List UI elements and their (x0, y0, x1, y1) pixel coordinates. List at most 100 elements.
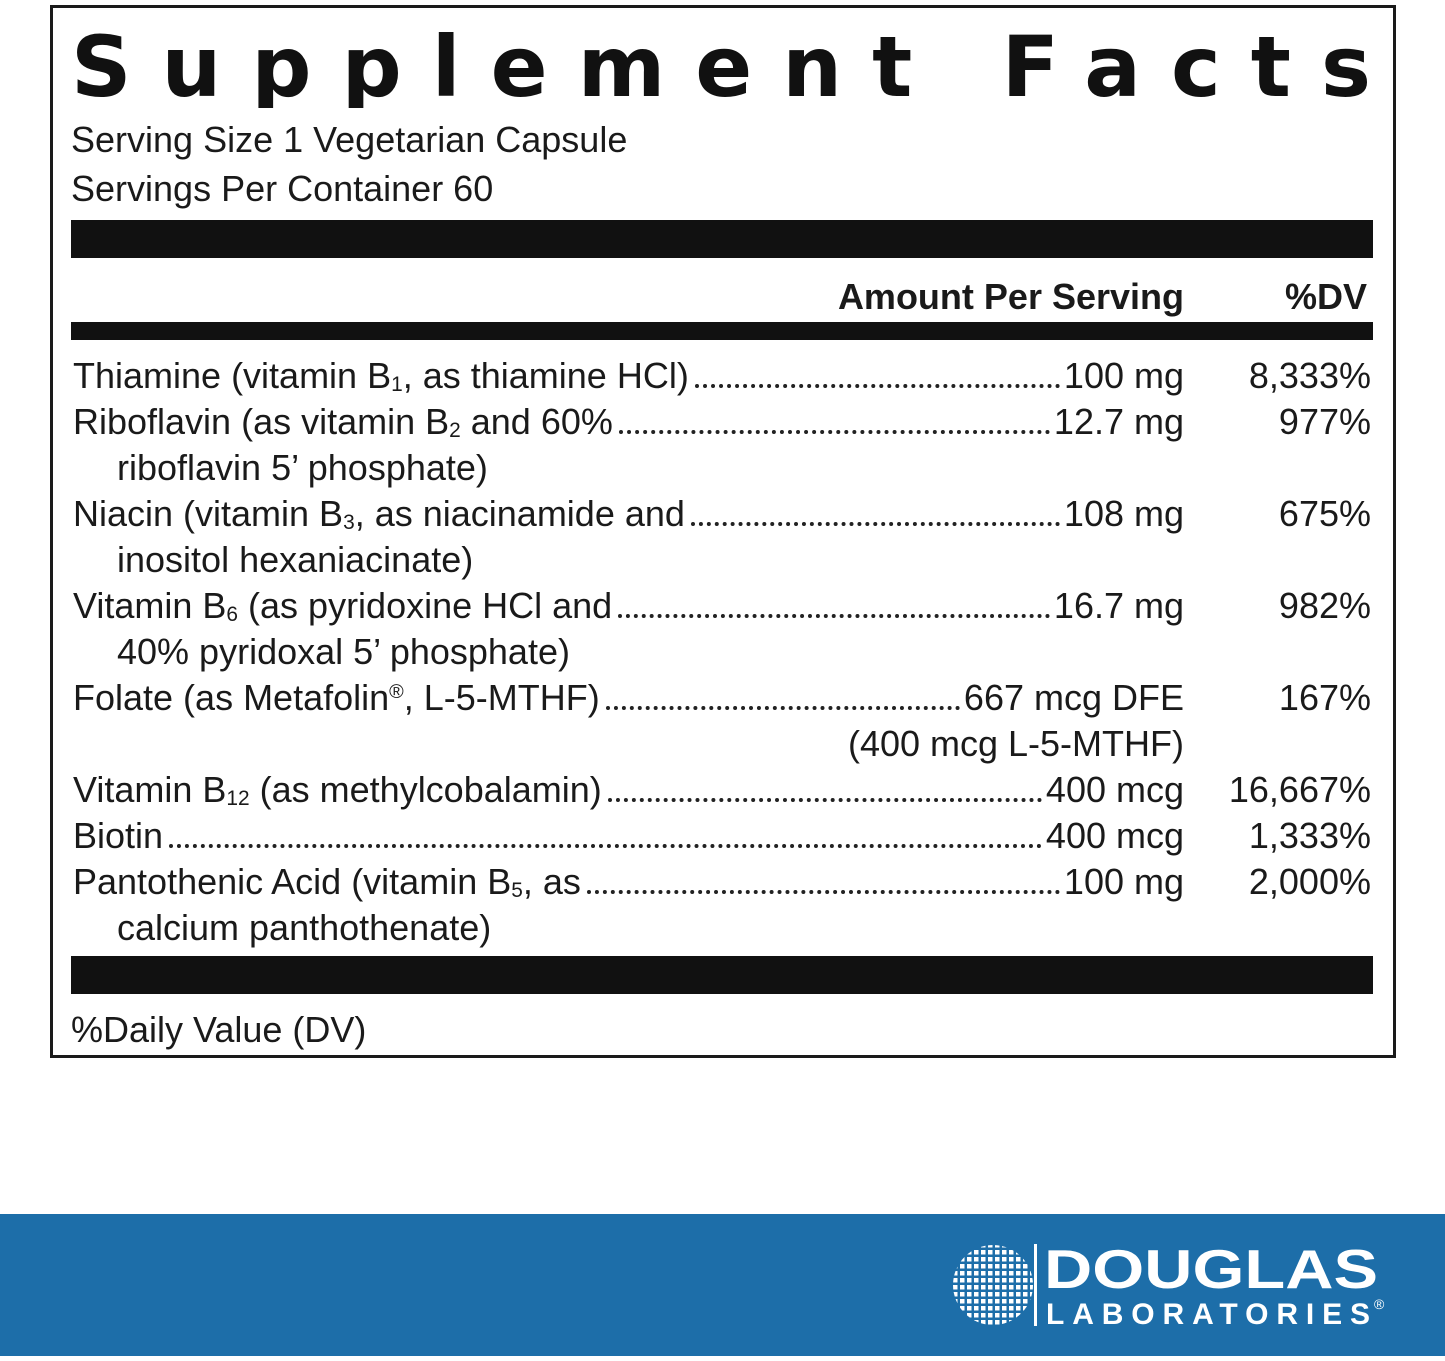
registered-mark: ® (1374, 1296, 1385, 1312)
nutrient-row: Thiamine (vitamin B1, as thiamine HCl) 10… (73, 353, 1371, 399)
daily-value: 2,000% (1248, 861, 1371, 902)
daily-value: 1,333% (1248, 815, 1371, 856)
nutrient-row: Pantothenic Acid (vitamin B5, as 100 mg 2,… (73, 859, 1371, 905)
daily-value: 8,333% (1248, 355, 1371, 396)
nutrient-rows: Thiamine (vitamin B1, as thiamine HCl) 10… (73, 353, 1371, 951)
spacer (473, 537, 1184, 583)
name-text: Folate (as Metafolin (73, 677, 390, 718)
daily-value: 982% (1278, 585, 1371, 626)
subscript: 2 (449, 419, 461, 442)
daily-value: 977% (1278, 401, 1371, 442)
spacer (491, 905, 1184, 951)
nutrient-name: Vitamin B12 (as methylcobalamin) (73, 767, 602, 813)
logo-divider (1034, 1244, 1037, 1326)
daily-value: 16,667% (1228, 769, 1371, 810)
subscript: 6 (226, 603, 239, 626)
amount: 100 mg (1063, 355, 1184, 396)
dot-leader (605, 675, 960, 710)
dv-header: %DV (1284, 276, 1367, 317)
nutrient-row-continued: (400 mcg L-5-MTHF) (73, 721, 1371, 767)
nutrient-row-continued: calcium panthothenate) (73, 905, 1371, 951)
daily-value: 167% (1278, 677, 1371, 718)
nutrient-name: Riboflavin (as vitamin B2 and 60% (73, 399, 613, 445)
thick-rule (71, 220, 1373, 258)
name-text: Biotin (73, 815, 164, 856)
dot-leader (618, 583, 1050, 618)
dot-leader (618, 399, 1050, 434)
footnote: %Daily Value (DV) (71, 1009, 367, 1050)
subscript: 12 (226, 787, 250, 810)
serving-size: Serving Size 1 Vegetarian Capsule (71, 119, 628, 160)
name-text: Pantothenic Acid (vitamin B (73, 861, 512, 902)
name-text: , as thiamine HCl) (402, 355, 689, 396)
logo-icon (953, 1245, 1033, 1325)
name-text: , L-5-MTHF) (403, 677, 600, 718)
amount: 667 mcg DFE (963, 677, 1184, 718)
nutrient-name: Thiamine (vitamin B1, as thiamine HCl) (73, 353, 689, 399)
brand-name: DOUGLAS (1044, 1238, 1378, 1300)
logo: DOUGLAS LABORATORIES ® (953, 1238, 1385, 1331)
spacer (73, 721, 848, 767)
spacer (1184, 537, 1371, 583)
name-text: , as (522, 861, 581, 902)
nutrient-name-cont: 40% pyridoxal 5’ phosphate) (117, 631, 570, 672)
amount-cont: (400 mcg L-5-MTHF) (847, 723, 1184, 764)
spacer (488, 445, 1184, 491)
amount: 400 mcg (1045, 815, 1184, 856)
spacer (1184, 629, 1371, 675)
dot-leader (586, 859, 1060, 894)
spacer (1184, 905, 1371, 951)
dot-leader (690, 491, 1060, 526)
name-text: (as methylcobalamin) (249, 769, 602, 810)
superscript: ® (389, 681, 404, 703)
brand-band: DOUGLAS LABORATORIES ® (0, 1214, 1445, 1356)
subscript: 3 (343, 511, 355, 534)
dot-leader (607, 767, 1042, 802)
dot-leader (169, 813, 1042, 848)
nutrient-row-continued: inositol hexaniacinate) (73, 537, 1371, 583)
nutrient-name: Niacin (vitamin B3, as niacinamide and (73, 491, 685, 537)
nutrient-name-cont: inositol hexaniacinate) (117, 539, 474, 580)
thick-rule (71, 956, 1373, 994)
subscript: 1 (391, 373, 403, 396)
name-text: Vitamin B (73, 769, 227, 810)
nutrient-name: Vitamin B6 (as pyridoxine HCl and (73, 583, 612, 629)
nutrient-row-continued: riboflavin 5’ phosphate) (73, 445, 1371, 491)
nutrient-row-continued: 40% pyridoxal 5’ phosphate) (73, 629, 1371, 675)
nutrient-row: Riboflavin (as vitamin B2 and 60% 12.7 mg… (73, 399, 1371, 445)
nutrient-name-cont: riboflavin 5’ phosphate) (117, 447, 488, 488)
amount: 108 mg (1063, 493, 1184, 534)
nutrient-name: Biotin (73, 813, 163, 859)
spacer (570, 629, 1184, 675)
medium-rule (71, 322, 1373, 340)
nutrient-row: Vitamin B12 (as methylcobalamin) 400 mcg 1… (73, 767, 1371, 813)
name-text: Vitamin B (73, 585, 227, 626)
name-text: Thiamine (vitamin B (73, 355, 392, 396)
servings-per-container: Servings Per Container 60 (71, 168, 494, 209)
name-text: and 60% (460, 401, 613, 442)
name-text: Niacin (vitamin B (73, 493, 344, 534)
title: Supplement Facts (71, 18, 1371, 108)
amount-header: Amount Per Serving (837, 276, 1184, 317)
amount: 400 mcg (1045, 769, 1184, 810)
spacer (1184, 721, 1371, 767)
amount: 12.7 mg (1053, 401, 1184, 442)
daily-value: 675% (1278, 493, 1371, 534)
name-text: Riboflavin (as vitamin B (73, 401, 450, 442)
nutrient-row: Niacin (vitamin B3, as niacinamide and 10… (73, 491, 1371, 537)
nutrient-name: Pantothenic Acid (vitamin B5, as (73, 859, 581, 905)
brand-sub: LABORATORIES (1046, 1298, 1370, 1331)
amount: 16.7 mg (1053, 585, 1184, 626)
subscript: 5 (511, 879, 523, 902)
nutrient-name: Folate (as Metafolin®, L-5-MTHF) (73, 675, 600, 721)
nutrient-row: Vitamin B6 (as pyridoxine HCl and 16.7 mg… (73, 583, 1371, 629)
amount: 100 mg (1063, 861, 1184, 902)
nutrient-row: Folate (as Metafolin®, L-5-MTHF) 667 mcg … (73, 675, 1371, 721)
nutrient-name-cont: calcium panthothenate) (117, 907, 492, 948)
dot-leader (694, 353, 1060, 388)
spacer (1184, 445, 1371, 491)
title-svg: Supplement Facts (71, 18, 1371, 108)
nutrient-row: Biotin 400 mcg 1,333% (73, 813, 1371, 859)
name-text: (as pyridoxine HCl and (238, 585, 613, 626)
